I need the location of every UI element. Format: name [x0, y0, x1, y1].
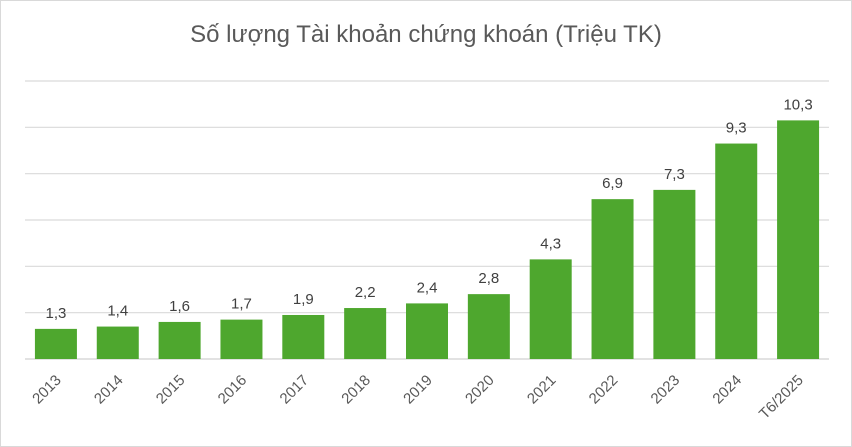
x-tick-label: 2022 [586, 372, 622, 408]
x-tick-label: 2016 [215, 372, 251, 408]
bar-2015 [158, 321, 201, 359]
bar-2022 [591, 199, 634, 359]
data-label-2018: 2,2 [355, 284, 376, 301]
bar-2017 [282, 314, 325, 359]
x-tick-label: 2015 [153, 372, 189, 408]
data-label-2015: 1,6 [169, 298, 190, 315]
data-label-2020: 2,8 [478, 270, 499, 287]
data-label-2024: 9,3 [726, 120, 747, 137]
bar-T6/2025 [777, 120, 820, 359]
bar-2016 [220, 319, 263, 359]
x-tick-label: 2023 [648, 372, 684, 408]
x-tick-label: 2020 [462, 372, 498, 408]
data-label-2016: 1,7 [231, 296, 252, 313]
bar-2019 [406, 303, 448, 359]
x-tick-label: 2014 [91, 372, 127, 408]
x-tick-label: 2021 [524, 372, 560, 408]
data-label-2014: 1,4 [107, 303, 128, 320]
bar-2024 [715, 143, 758, 359]
data-label-2021: 4,3 [540, 235, 561, 252]
data-label-2017: 1,9 [293, 291, 314, 308]
data-label-2022: 6,9 [602, 175, 623, 192]
x-tick-label: 2018 [338, 372, 374, 408]
x-tick-label: T6/2025 [756, 372, 807, 423]
bar-2021 [529, 259, 572, 359]
data-label-T6/2025: 10,3 [783, 96, 812, 113]
bar-2014 [96, 326, 139, 359]
x-tick-label: 2024 [709, 372, 745, 408]
chart-title: Số lượng Tài khoản chứng khoán (Triệu TK… [190, 21, 662, 48]
data-label-2023: 7,3 [664, 166, 685, 183]
x-tick-label: 2013 [29, 372, 65, 408]
bar-2018 [344, 308, 387, 359]
data-label-2019: 2,4 [417, 279, 438, 296]
bar-2020 [467, 294, 510, 359]
bar-2023 [653, 189, 696, 359]
x-tick-label: 2017 [277, 372, 313, 408]
data-label-2013: 1,3 [45, 305, 66, 322]
x-tick-label: 2019 [400, 372, 436, 408]
bar-2013 [34, 328, 77, 359]
